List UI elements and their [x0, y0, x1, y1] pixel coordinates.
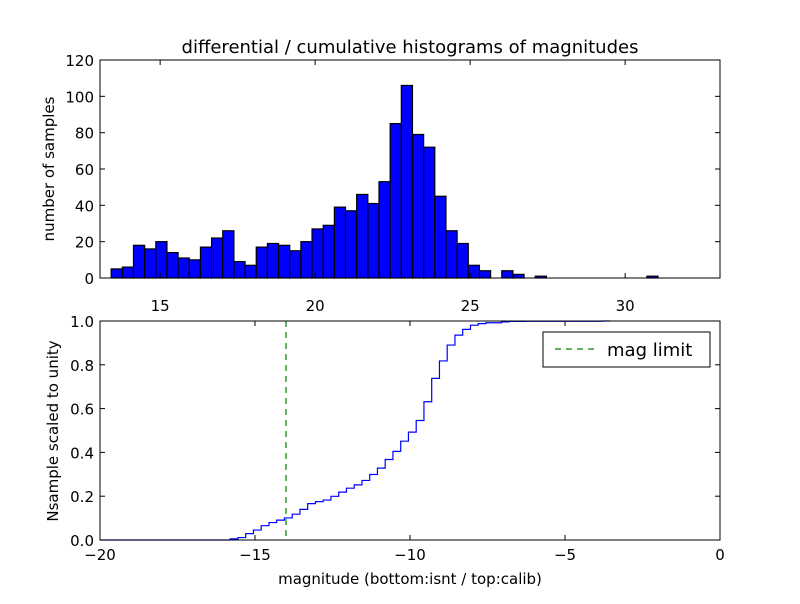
legend: mag limit [542, 331, 711, 368]
histogram-bar [400, 84, 414, 279]
bottom-y-label: Nsample scaled to unity [44, 340, 62, 521]
histogram-bar [434, 195, 447, 279]
histogram-bar [501, 270, 514, 279]
y-tick-label: 0.6 [70, 401, 94, 419]
cumulative-line [100, 320, 610, 541]
y-tick-label: 60 [75, 161, 94, 179]
histogram-bar [300, 241, 313, 279]
legend-mag-limit-label: mag limit [607, 340, 692, 361]
histogram-bar [110, 268, 123, 279]
x-tick-label: −10 [394, 546, 426, 564]
histogram-bar [344, 210, 358, 279]
histogram-bar [423, 146, 436, 279]
x-tick-label: 20 [306, 297, 325, 315]
histogram-bar [445, 230, 458, 279]
histogram-bar [367, 202, 380, 279]
histogram-bar [211, 237, 224, 279]
y-tick-label: 40 [75, 197, 94, 215]
x-tick-label: 15 [151, 297, 170, 315]
x-tick-label: −20 [84, 546, 116, 564]
histogram-bar [121, 266, 135, 279]
histogram-bar [233, 261, 246, 279]
histogram-axes: 0 20 40 60 80 100 120 15 20 25 30 [65, 52, 721, 315]
histogram-bar [478, 270, 492, 279]
top-y-label: number of samples [40, 96, 58, 241]
y-tick-label: 20 [75, 234, 94, 252]
y-tick-label: 0.4 [70, 444, 94, 462]
histogram-bar [322, 224, 335, 279]
histogram-bar [155, 241, 168, 279]
x-tick-label: −15 [239, 546, 271, 564]
histogram-bar [177, 257, 190, 279]
histogram-bar [411, 133, 425, 279]
histogram-bar [199, 246, 213, 279]
histogram-bar [277, 244, 291, 279]
y-tick-label: 0 [84, 270, 94, 288]
histogram-bar [389, 122, 402, 279]
chart-title: differential / cumulative histograms of … [182, 37, 639, 58]
y-tick-label: 120 [65, 52, 94, 70]
histogram-bar [144, 248, 157, 279]
histogram-bar [266, 242, 280, 279]
histogram-bar [333, 206, 347, 279]
histogram-bar [456, 242, 469, 279]
y-tick-label: 1.0 [70, 313, 94, 331]
y-tick-label: 0.0 [70, 532, 94, 550]
histogram-bar [356, 193, 369, 279]
y-tick-label: 100 [65, 88, 94, 106]
x-tick-label: 25 [461, 297, 480, 315]
y-tick-label: 0.8 [70, 357, 94, 375]
histogram-bar [188, 259, 202, 279]
histogram-bar [222, 230, 235, 279]
histogram-bar [132, 244, 146, 279]
histogram-bar [311, 228, 324, 279]
x-tick-label: 0 [715, 546, 725, 564]
cumulative-axes: 0.0 0.2 0.4 0.6 0.8 1.0 −20 −15 −10 −5 0 [70, 313, 725, 564]
y-tick-label: 80 [75, 125, 94, 143]
y-tick-label: 0.2 [70, 488, 94, 506]
x-tick-label: 30 [616, 297, 635, 315]
histogram-bar [289, 250, 302, 279]
histogram-bar [244, 264, 257, 279]
histogram-bar [255, 246, 268, 279]
histogram-bar [166, 251, 179, 279]
histogram-bar [378, 181, 391, 279]
histogram-bar [512, 273, 525, 279]
x-axis-label: magnitude (bottom:isnt / top:calib) [278, 570, 542, 588]
x-tick-label: −5 [554, 546, 576, 564]
